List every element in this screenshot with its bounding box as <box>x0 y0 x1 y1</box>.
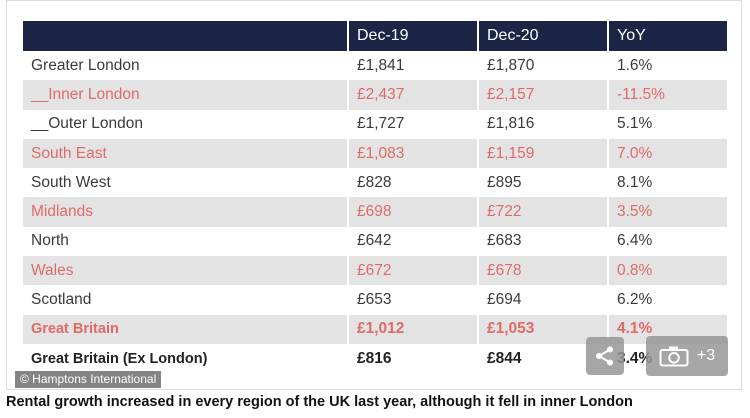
yoy-cell: 0.8% <box>609 256 727 286</box>
image-caption: Rental growth increased in every region … <box>6 394 633 410</box>
region-cell: Great Britain (Ex London) <box>23 343 349 374</box>
dec20-cell: £1,816 <box>479 109 609 139</box>
image-credit: © Hamptons International <box>15 371 162 388</box>
region-cell: South West <box>23 168 349 198</box>
table-row: North £642 £683 6.4% <box>23 226 727 257</box>
header-yoy: YoY <box>609 21 727 51</box>
table-row: __Outer London £1,727 £1,816 5.1% <box>23 109 727 139</box>
dec19-cell: £2,437 <box>349 80 479 110</box>
dec19-cell: £1,012 <box>349 314 479 344</box>
dec20-cell: £694 <box>479 285 609 315</box>
view-gallery-button[interactable]: +3 <box>646 336 728 376</box>
header-dec20: Dec-20 <box>479 21 609 51</box>
yoy-cell: 6.4% <box>617 232 653 250</box>
region-cell: North <box>23 226 349 257</box>
dec20-cell: £722 <box>479 197 609 227</box>
dec19-cell: £1,083 <box>349 138 479 169</box>
dec20-cell: £683 <box>479 226 609 257</box>
dec20-cell: £2,157 <box>479 80 609 110</box>
region-cell: Great Britain <box>23 314 349 344</box>
dec20-cell: £1,870 <box>479 51 609 81</box>
dec19-cell: £1,727 <box>349 109 479 139</box>
dec20-cell: £895 <box>479 168 609 198</box>
header-dec19: Dec-19 <box>349 21 479 51</box>
dec19-cell: £1,841 <box>349 51 479 81</box>
yoy-cell: 1.6% <box>617 56 653 74</box>
table-row: Wales £672 £678 0.8% <box>23 256 727 286</box>
region-cell: __Inner London <box>23 80 349 110</box>
table-row: __Inner London £2,437 £2,157 -11.5% <box>23 80 727 110</box>
region-cell: Midlands <box>23 197 349 227</box>
dec19-cell: £653 <box>349 285 479 315</box>
dec19-cell: £816 <box>349 343 479 374</box>
gallery-count: +3 <box>696 347 716 364</box>
yoy-cell: 8.1% <box>617 173 653 191</box>
dec19-cell: £698 <box>349 197 479 227</box>
yoy-cell: 5.1% <box>617 115 653 133</box>
share-icon <box>596 346 613 366</box>
dec20-cell: £678 <box>479 256 609 286</box>
table-row-total: Great Britain (Ex London) £816 £844 3.4% <box>23 343 727 374</box>
table-image: Dec-19 Dec-20 YoY Greater London £1,841 … <box>6 0 742 390</box>
camera-icon <box>659 346 689 367</box>
region-cell: Greater London <box>23 51 349 81</box>
region-cell: South East <box>23 138 349 169</box>
share-button[interactable] <box>586 337 624 375</box>
region-cell: Scotland <box>23 285 349 315</box>
table-row: Greater London £1,841 £1,870 1.6% <box>23 51 727 81</box>
rental-table: Dec-19 Dec-20 YoY Greater London £1,841 … <box>23 21 727 374</box>
yoy-cell: 3.5% <box>609 197 727 227</box>
header-region <box>23 21 349 51</box>
dec19-cell: £828 <box>349 168 479 198</box>
region-cell: __Outer London <box>23 109 349 139</box>
dec20-cell: £1,159 <box>479 138 609 169</box>
table-row: South East £1,083 £1,159 7.0% <box>23 138 727 169</box>
dec19-cell: £642 <box>349 226 479 257</box>
yoy-cell: -11.5% <box>609 80 727 110</box>
region-cell: Wales <box>23 256 349 286</box>
dec19-cell: £672 <box>349 256 479 286</box>
table-row: Scotland £653 £694 6.2% <box>23 285 727 315</box>
table-row: South West £828 £895 8.1% <box>23 168 727 198</box>
yoy-cell: 7.0% <box>609 138 727 169</box>
yoy-cell: 3.4% <box>617 349 653 367</box>
table-row: Midlands £698 £722 3.5% <box>23 197 727 227</box>
table-header-row: Dec-19 Dec-20 YoY <box>23 21 727 51</box>
yoy-cell: 6.2% <box>617 291 653 309</box>
